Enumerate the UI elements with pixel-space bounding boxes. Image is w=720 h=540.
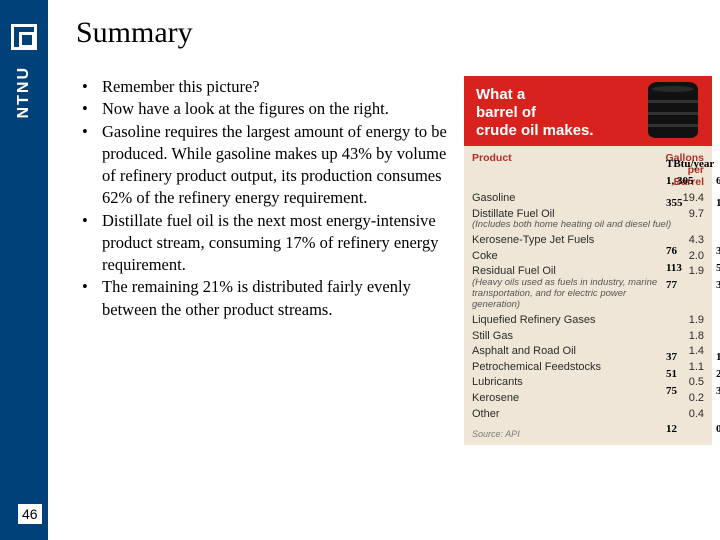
- product-name: Gasoline: [472, 192, 674, 205]
- product-name: Asphalt and Road Oil: [472, 345, 674, 358]
- product-gallons: 1.9: [674, 314, 704, 326]
- product-gallons: 19.4: [674, 192, 704, 204]
- product-gallons: 1.9: [674, 265, 704, 277]
- product-name: Coke: [472, 250, 674, 263]
- col-product: Product: [472, 152, 664, 188]
- product-gallons: 1.4: [674, 345, 704, 357]
- slide-content: Summary Remember this picture?Now have a…: [48, 0, 720, 540]
- slide-title: Summary: [76, 16, 712, 50]
- product-gallons: 2.0: [674, 250, 704, 262]
- product-row: Residual Fuel Oil(Heavy oils used as fue…: [464, 263, 712, 311]
- bullet-item: The remaining 21% is distributed fairly …: [76, 276, 458, 321]
- product-gallons: 4.3: [674, 234, 704, 246]
- product-name: Residual Fuel Oil(Heavy oils used as fue…: [472, 265, 674, 310]
- overlay-pct: 3. 7%: [716, 279, 720, 291]
- overlay-pct: 3. 6%: [716, 245, 720, 257]
- figure-source: Source: API: [464, 421, 712, 439]
- product-name: Still Gas: [472, 330, 674, 343]
- product-name: Other: [472, 408, 674, 421]
- ntnu-logo-icon: [11, 24, 37, 50]
- product-rows: Gasoline19.4Distillate Fuel Oil(Includes…: [464, 190, 712, 421]
- product-row: Gasoline19.4: [464, 190, 712, 206]
- product-gallons: 0.4: [674, 408, 704, 420]
- figure-header-l3: crude oil makes.: [476, 122, 594, 139]
- product-row: Kerosene0.2: [464, 390, 712, 406]
- overlay-pct: 0. 6%: [716, 423, 720, 435]
- slide-number: 46: [18, 504, 42, 524]
- product-name: Petrochemical Feedstocks: [472, 361, 674, 374]
- product-gallons: 0.5: [674, 376, 704, 388]
- barrel-figure: What a barrel of crude oil makes. Produc…: [464, 76, 712, 445]
- product-gallons: 9.7: [674, 208, 704, 220]
- ntnu-text: NTNU: [15, 66, 33, 118]
- product-sub: (Heavy oils used as fuels in industry, m…: [472, 278, 674, 311]
- bullet-item: Distillate fuel oil is the next most ene…: [76, 210, 458, 277]
- product-row: Coke2.0: [464, 248, 712, 264]
- overlay-pct: 62. 1%: [716, 175, 720, 187]
- product-gallons: 1.8: [674, 330, 704, 342]
- product-sub: (Includes both home heating oil and dies…: [472, 220, 674, 231]
- bullet-item: Remember this picture?: [76, 76, 458, 98]
- product-row: Distillate Fuel Oil(Includes both home h…: [464, 206, 712, 233]
- product-row: Liquefied Refinery Gases1.9: [464, 312, 712, 328]
- product-gallons: 1.1: [674, 361, 704, 373]
- product-name: Lubricants: [472, 376, 674, 389]
- product-row: Kerosene-Type Jet Fuels4.3: [464, 232, 712, 248]
- product-row: Other0.4: [464, 406, 712, 422]
- bullet-item: Now have a look at the figures on the ri…: [76, 98, 458, 120]
- figure-header: What a barrel of crude oil makes.: [464, 76, 712, 146]
- product-name: Kerosene-Type Jet Fuels: [472, 234, 674, 247]
- figure-header-l1: What a: [476, 86, 525, 103]
- bullet-list: Remember this picture?Now have a look at…: [76, 76, 458, 445]
- overlay-pct: 16. 9%: [716, 197, 720, 209]
- product-name: Distillate Fuel Oil(Includes both home h…: [472, 208, 674, 232]
- overlay-pct: 5. 4%: [716, 262, 720, 274]
- product-name: Kerosene: [472, 392, 674, 405]
- overlay-pct: 3. 6%: [716, 385, 720, 397]
- ntnu-sidebar: NTNU: [0, 0, 48, 540]
- content-row: Remember this picture?Now have a look at…: [76, 76, 712, 445]
- bullet-item: Gasoline requires the largest amount of …: [76, 121, 458, 210]
- col-gallons: Gallons per Barrel: [664, 152, 704, 188]
- figure-body: Product Gallons per Barrel Gasoline19.4D…: [464, 146, 712, 445]
- product-row: Asphalt and Road Oil1.4: [464, 343, 712, 359]
- overlay-pct: 1. 8%: [716, 351, 720, 363]
- figure-col-heads: Product Gallons per Barrel: [464, 146, 712, 190]
- product-gallons: 0.2: [674, 392, 704, 404]
- product-row: Lubricants0.5: [464, 374, 712, 390]
- product-row: Still Gas1.8: [464, 328, 712, 344]
- product-name: Liquefied Refinery Gases: [472, 314, 674, 327]
- slide-page: NTNU 46 Summary Remember this picture?No…: [0, 0, 720, 540]
- product-row: Petrochemical Feedstocks1.1: [464, 359, 712, 375]
- figure-header-l2: barrel of: [476, 104, 536, 121]
- oil-barrel-icon: [648, 82, 698, 138]
- overlay-pct: 2. 4%: [716, 368, 720, 380]
